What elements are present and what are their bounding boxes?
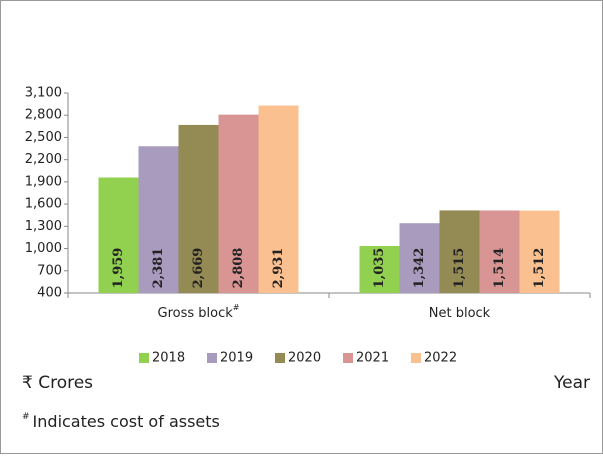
legend-label: 2019 (220, 351, 253, 366)
bar (178, 124, 219, 293)
y-tick-label: 2,200 (25, 152, 62, 167)
legend-label: 2021 (356, 351, 389, 366)
value-label: 2,669 (191, 248, 206, 289)
y-tick-label: 2,800 (25, 108, 62, 123)
legend-swatch (275, 353, 285, 363)
footnote-marker: # (22, 412, 30, 422)
y-tick-label: 400 (37, 286, 62, 301)
category-marker: # (233, 303, 240, 312)
y-tick-label: 700 (37, 263, 62, 278)
legend-label: 2018 (152, 351, 185, 366)
bar (479, 210, 520, 293)
category-name: Gross block (158, 306, 234, 321)
bar (359, 245, 400, 293)
y-tick-label: 1,000 (25, 241, 62, 256)
y-tick-label: 1,300 (25, 219, 62, 234)
value-label: 1,035 (372, 248, 387, 289)
y-tick-label: 1,900 (25, 174, 62, 189)
bar (258, 105, 299, 293)
category-name: Net block (429, 306, 491, 321)
value-label: 2,931 (271, 248, 286, 289)
legend-label: 2022 (424, 351, 457, 366)
footnote: # Indicates cost of assets (22, 412, 220, 431)
footnote-text: Indicates cost of assets (33, 412, 220, 431)
y-tick-label: 1,600 (25, 197, 62, 212)
bar (98, 177, 139, 293)
value-label: 2,381 (151, 248, 166, 289)
legend-swatch (139, 353, 149, 363)
x-tick-label: Gross block# (158, 303, 240, 321)
y-tick-label: 3,100 (25, 86, 62, 101)
bar (399, 223, 440, 293)
x-axis-label: Year (553, 373, 590, 393)
value-label: 1,342 (412, 248, 427, 289)
legend-swatch (411, 353, 421, 363)
value-label: 1,512 (532, 248, 547, 289)
legend-label: 2020 (288, 351, 321, 366)
legend-swatch (343, 353, 353, 363)
bar (218, 114, 259, 293)
y-tick-label: 2,500 (25, 130, 62, 145)
legend-swatch (207, 353, 217, 363)
bar (439, 210, 480, 293)
value-label: 1,959 (111, 248, 126, 289)
bar (519, 210, 560, 293)
value-label: 1,514 (492, 248, 507, 289)
value-label: 1,515 (452, 248, 467, 289)
bar (138, 146, 179, 293)
y-unit-label: ₹ Crores (22, 373, 93, 393)
x-tick-label: Net block (429, 306, 491, 321)
value-label: 2,808 (231, 248, 246, 289)
